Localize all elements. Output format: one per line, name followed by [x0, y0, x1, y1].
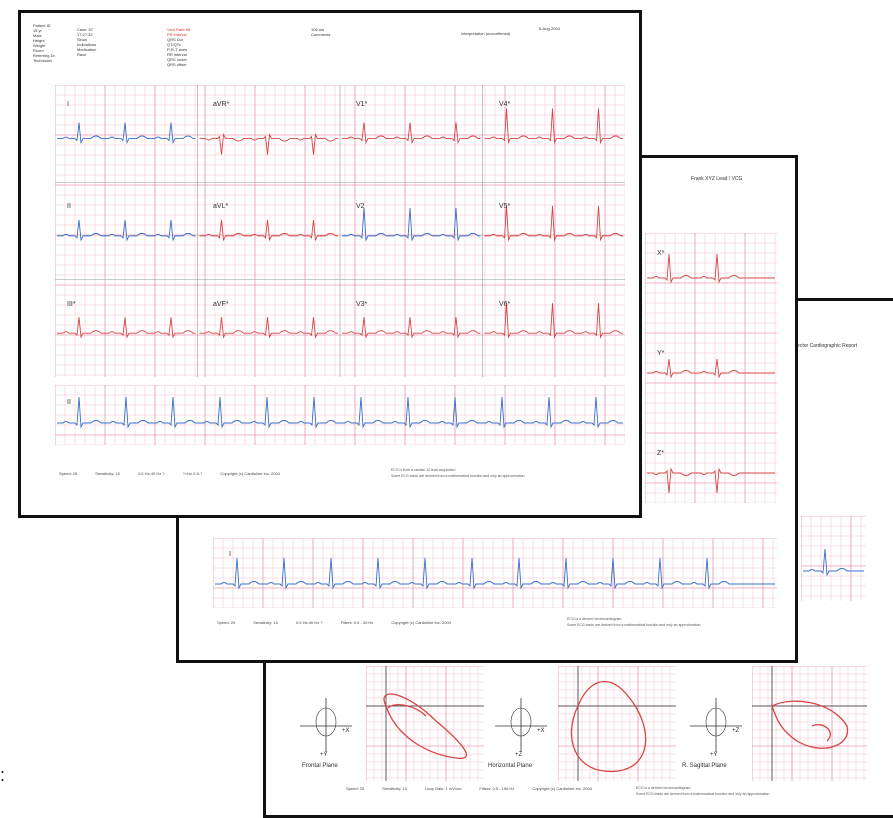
grid-major	[801, 516, 866, 601]
lead-label-y: Y*	[657, 350, 665, 357]
lead-trace	[484, 303, 623, 339]
lead-trace	[199, 317, 338, 339]
grid-minor	[752, 666, 867, 781]
lead-label-avr: aVR*	[213, 101, 230, 108]
grid-major	[213, 538, 777, 608]
lead-trace	[484, 108, 623, 145]
xyz-rhythm-trace	[215, 557, 775, 590]
lead-label-v6: V6*	[499, 301, 511, 308]
y-lead-trace	[647, 358, 775, 379]
case-info: Case: 57 17:27:32 Sinus Indications Medicati…	[77, 27, 97, 57]
torso-outline	[510, 707, 532, 737]
axis-label: +Y	[320, 752, 328, 756]
frontal-axes-icon: +X +Y	[300, 698, 352, 756]
rhythm-lead-label: II	[67, 399, 71, 406]
lead-trace	[484, 205, 623, 242]
lead-label-v4: V4*	[499, 101, 511, 108]
axis-label: +X	[537, 728, 545, 734]
grid-major	[558, 666, 676, 781]
lead-trace	[57, 317, 196, 339]
lead-label-avf: aVF*	[213, 301, 229, 308]
x-lead-trace	[647, 253, 775, 284]
sagittal-plane-label: R. Sagittal Plane	[682, 763, 727, 769]
horizontal-axes-icon: +X +Z	[495, 698, 547, 756]
xyz-footer: Speed: 25 Sensitivity: 10 0.5 Hz-40 Hz ? Fi…	[217, 620, 451, 625]
axis-label: +Z	[515, 752, 523, 756]
torso-outline	[315, 707, 337, 737]
axis-label: +Z	[732, 728, 740, 734]
ecg-12lead-sheet[interactable]: Patient ID 15 yr Male Height Weight Room Refer…	[18, 10, 642, 518]
lead-trace	[342, 317, 481, 339]
lead-label-i: I	[67, 101, 69, 108]
frontal-loop-chart	[366, 666, 484, 781]
qrs-info: 106 ms Comments	[311, 27, 331, 37]
torso-outline	[705, 707, 727, 737]
lead-label-v3: V3*	[356, 301, 368, 308]
xyz-rhythm-strip	[213, 538, 777, 608]
xyz-rhythm-label: I	[229, 551, 231, 558]
vcg-loop	[383, 693, 468, 759]
grid-major	[366, 666, 484, 781]
sagittal-axes-icon: +Z +Y	[690, 698, 742, 756]
horizontal-plane-label: Horizontal Plane	[488, 763, 533, 769]
axis-label: +X	[342, 728, 350, 734]
ecg-footer: Speed: 25 Sensitivity: 10 0.5 Hz-40 Hz ? ?=…	[59, 471, 280, 476]
lead-label-iii: III*	[67, 301, 76, 308]
xyz-title: Frank XYZ Lead / VCG	[691, 176, 743, 182]
grid-minor	[55, 385, 625, 445]
axis-label: +Y	[710, 752, 718, 756]
vcg-loop	[771, 700, 849, 749]
interpretation: Interpretation (unconfirmed)	[461, 31, 511, 36]
vcg-strip-trace	[803, 548, 864, 577]
vcg-loop	[570, 680, 647, 772]
xyz-notes: ECG is a derived vectorcardiogram Some EC…	[567, 617, 701, 627]
lead-label-ii: II	[67, 203, 71, 210]
lead-label-v1: V1*	[356, 101, 368, 108]
sagittal-loop-chart	[752, 666, 867, 781]
grid-minor	[213, 538, 777, 608]
grid-minor	[558, 666, 676, 781]
rhythm-trace	[57, 396, 623, 429]
vcg-title: Vector Cardiographic Report	[794, 343, 858, 349]
grid-minor	[801, 516, 866, 601]
grid-major	[55, 385, 625, 445]
lead-label-v5: V5*	[499, 203, 511, 210]
grid-minor	[645, 233, 777, 503]
patient-info: Patient ID 15 yr Male Height Weight Room Refer…	[33, 23, 56, 63]
vcg-footer: Speed: 25 Sensitivity: 10 Loop Gain: 1 mV/…	[346, 786, 592, 791]
grid-major	[752, 666, 867, 781]
z-lead-trace	[647, 467, 775, 494]
xyz-leads-chart	[645, 233, 777, 503]
ecg-12lead-chart	[55, 85, 625, 377]
grid-major	[645, 233, 777, 503]
lead-label-avl: aVL*	[213, 203, 229, 210]
grid-minor	[366, 666, 484, 781]
ecg-notes: ECG is from a cardiac 12-lead acquisitio…	[391, 468, 525, 478]
vcg-notes: ECG is a derived vectorcardiogram Some EC…	[636, 786, 770, 796]
lead-trace	[57, 219, 196, 242]
measurements: Vent Rate 88 PR interval QRS Dur QT/QTc P-R…	[167, 27, 191, 67]
lead-trace	[342, 122, 481, 145]
lead-label-z: Z*	[657, 450, 664, 457]
ecg-rhythm-strip	[55, 385, 625, 445]
lead-trace	[57, 122, 196, 145]
lead-trace	[199, 219, 338, 242]
frontal-plane-label: Frontal Plane	[302, 763, 338, 769]
lead-trace	[199, 132, 338, 155]
horizontal-loop-chart	[558, 666, 676, 781]
vcg-rhythm-strip	[801, 516, 866, 601]
lead-label-x: X*	[657, 250, 665, 257]
edge-mark: :	[0, 765, 6, 785]
lead-label-v2: V2	[356, 203, 365, 210]
lead-trace	[342, 207, 481, 242]
report-date: 6-Aug-2004	[539, 26, 560, 31]
